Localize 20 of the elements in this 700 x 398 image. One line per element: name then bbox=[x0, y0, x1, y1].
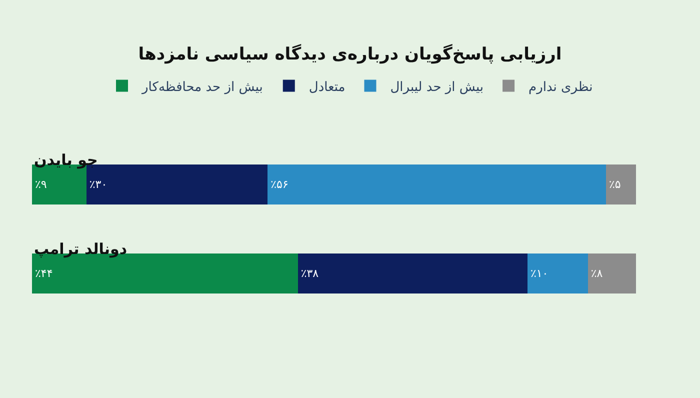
y-tick-label: دونالد ترامپ bbox=[34, 240, 128, 258]
data-label: ٪۱۰ bbox=[530, 267, 548, 280]
data-label: ٪۳۸ bbox=[300, 267, 319, 280]
y-tick-label: جو بایدن bbox=[34, 151, 98, 169]
legend-label: متعادل bbox=[308, 80, 346, 95]
data-label: ٪۵ bbox=[608, 178, 621, 192]
data-label: ٪۵۶ bbox=[270, 178, 288, 192]
legend-label: نظری ندارم bbox=[528, 80, 593, 95]
bar bbox=[298, 253, 528, 294]
data-label: ٪۹ bbox=[35, 178, 47, 192]
data-label: ٪۳۰ bbox=[89, 178, 108, 192]
bar bbox=[268, 164, 606, 205]
data-label: ٪۴۴ bbox=[35, 267, 53, 280]
data-label: ٪۸ bbox=[590, 267, 603, 280]
bar bbox=[588, 253, 636, 294]
chart-title: ارزیابی پاسخ‌گویان درباره‌ی دیدگاه سیاسی نامزدها bbox=[138, 44, 562, 65]
legend-label: بیش از حد لیبرال bbox=[390, 80, 484, 95]
bar bbox=[606, 164, 636, 205]
bar bbox=[527, 253, 588, 294]
legend-label: بیش از حد محافظه‌کار bbox=[141, 80, 263, 95]
